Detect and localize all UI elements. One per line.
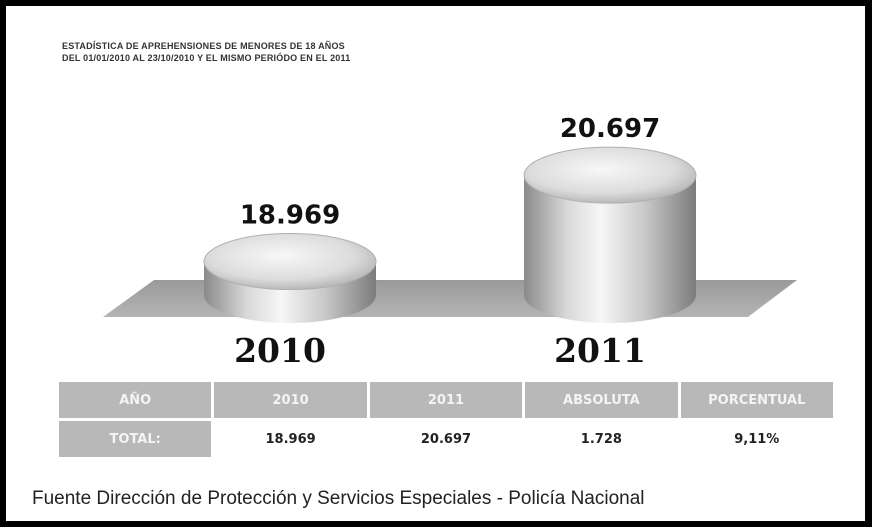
category-label: 2010 (234, 331, 326, 370)
bar-value-label: 20.697 (560, 114, 660, 144)
table-header-cell: PORCENTUAL (681, 382, 833, 418)
category-label: 2011 (554, 331, 646, 370)
table-header-cell: AÑO (59, 382, 211, 418)
table-row-label: TOTAL: (59, 421, 211, 457)
statistics-table: AÑO 2010 2011 ABSOLUTA PORCENTUAL TOTAL:… (56, 379, 836, 460)
table-header-cell: 2010 (214, 382, 366, 418)
table-header-row: AÑO 2010 2011 ABSOLUTA PORCENTUAL (59, 382, 833, 418)
bar-2010 (204, 234, 376, 323)
table-cell: 18.969 (214, 421, 366, 457)
table-header-cell: ABSOLUTA (525, 382, 677, 418)
table-cell: 1.728 (525, 421, 677, 457)
table-header-cell: 2011 (370, 382, 522, 418)
table-cell: 9,11% (681, 421, 833, 457)
bar-value-label: 18.969 (240, 201, 340, 231)
bar-2011 (524, 147, 696, 323)
bar-chart: 18.969 2010 20.697 2011 (0, 0, 872, 380)
table-row: TOTAL: 18.969 20.697 1.728 9,11% (59, 421, 833, 457)
table-cell: 20.697 (370, 421, 522, 457)
source-note: Fuente Dirección de Protección y Servici… (32, 488, 645, 510)
